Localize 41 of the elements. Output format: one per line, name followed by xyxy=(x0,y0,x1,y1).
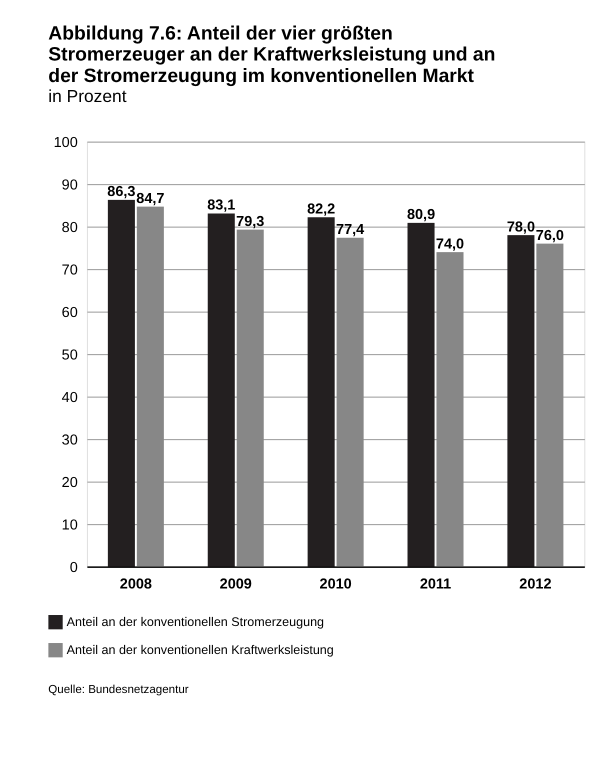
x-tick-label: 2011 xyxy=(420,576,452,592)
bar xyxy=(336,238,364,567)
y-tick-label: 90 xyxy=(62,177,78,194)
y-tick-label: 70 xyxy=(62,262,78,278)
bar xyxy=(208,213,235,567)
data-label: 86,3 xyxy=(107,184,136,200)
bar xyxy=(136,206,164,567)
data-label: 78,0 xyxy=(506,219,535,236)
y-tick-label: 20 xyxy=(62,474,78,491)
data-label: 83,1 xyxy=(207,198,236,214)
source-note: Quelle: Bundesnetzagentur xyxy=(48,684,189,696)
data-label: 74,0 xyxy=(436,236,464,252)
legend-label: Anteil an der konventionellen Stromerzeugung xyxy=(66,615,324,630)
data-label: 77,4 xyxy=(336,222,364,238)
bar xyxy=(436,252,464,567)
bar xyxy=(108,200,135,567)
data-label: 79,3 xyxy=(236,214,264,230)
data-label: 80,9 xyxy=(406,206,436,223)
y-tick-label: 100 xyxy=(54,134,78,151)
x-tick-label: 2008 xyxy=(120,576,152,592)
bar xyxy=(308,217,335,567)
x-tick-label: 2010 xyxy=(320,576,352,592)
chart-subtitle: in Prozent xyxy=(48,86,127,106)
y-tick-label: 40 xyxy=(62,390,78,406)
x-tick-label: 2009 xyxy=(220,576,252,592)
chart-title: Abbildung 7.6: Anteil der vier größten Stromerzeuger an der Kraftwerksleistung und an der Stromerzeugung im konventionellen Markt xyxy=(48,23,496,87)
bar xyxy=(536,244,564,567)
y-tick-label: 0 xyxy=(70,560,78,576)
bar xyxy=(507,235,534,567)
data-label: 82,2 xyxy=(307,201,336,218)
data-label: 76,0 xyxy=(536,228,564,244)
y-tick-label: 50 xyxy=(62,347,78,364)
y-tick-label: 30 xyxy=(62,432,78,448)
data-label: 84,7 xyxy=(136,190,164,207)
y-tick-label: 80 xyxy=(62,220,78,236)
legend-label: Anteil an der konventionellen Kraftwerksleistung xyxy=(66,643,334,658)
y-tick-label: 60 xyxy=(62,304,78,321)
bar xyxy=(236,230,264,567)
x-tick-label: 2012 xyxy=(519,576,552,592)
y-tick-label: 10 xyxy=(62,517,78,534)
bar xyxy=(408,222,435,567)
